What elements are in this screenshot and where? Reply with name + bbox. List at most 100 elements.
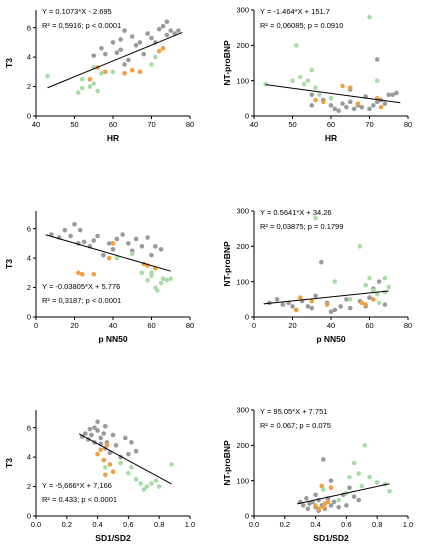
regression-stats: R² = 0,06085; p = 0.0910 xyxy=(260,21,343,30)
x-tick-label: 40 xyxy=(250,120,258,129)
data-point xyxy=(359,483,365,489)
data-point xyxy=(313,97,318,103)
data-point xyxy=(168,276,174,282)
data-point xyxy=(133,448,139,454)
x-tick-label: 50 xyxy=(288,120,296,129)
data-point xyxy=(114,50,120,55)
x-tick-label: 80 xyxy=(404,120,412,129)
data-point xyxy=(319,483,325,489)
data-point xyxy=(87,76,93,82)
regression-line xyxy=(263,290,389,305)
data-point xyxy=(386,92,392,98)
data-point xyxy=(347,85,353,91)
data-point xyxy=(145,31,150,36)
data-point xyxy=(122,71,127,76)
data-point xyxy=(95,419,100,425)
y-axis-label: T3 xyxy=(4,259,14,269)
x-tick-label: 40 xyxy=(327,321,335,330)
data-point xyxy=(280,302,286,307)
data-point xyxy=(359,300,365,306)
regression-line xyxy=(47,31,183,89)
data-point xyxy=(98,435,103,441)
regression-equation: Y = -0.03805*X + 5.776 xyxy=(42,282,120,291)
data-point xyxy=(336,504,342,510)
data-point xyxy=(110,69,116,75)
regression-equation: Y = -1.464*X + 151.7 xyxy=(260,7,330,16)
y-axis-label: NT-proBNP xyxy=(222,40,232,86)
regression-line xyxy=(297,483,390,505)
data-point xyxy=(376,279,382,284)
data-point xyxy=(356,471,362,476)
x-tick-label: 0.0 xyxy=(31,520,41,529)
y-tick-label: 100 xyxy=(236,76,249,85)
data-point xyxy=(110,432,116,438)
data-point xyxy=(371,297,376,302)
data-point xyxy=(103,69,108,75)
data-point xyxy=(106,241,112,246)
data-point xyxy=(367,14,372,20)
chart-panel-1: 40 50 60 70 80 0 2 4 6 HR T3 Y = 0.1073*X - 2.695 R²… xyxy=(4,7,194,143)
x-tick-label: 40 xyxy=(109,321,117,330)
data-point xyxy=(99,45,104,51)
data-point xyxy=(133,236,139,242)
data-point xyxy=(305,304,311,309)
data-point xyxy=(118,460,123,466)
y-tick-label: 6 xyxy=(27,224,31,233)
data-point xyxy=(129,68,135,73)
x-tick-label: 1.0 xyxy=(403,520,413,529)
data-point xyxy=(99,71,104,76)
y-tick-label: 2 xyxy=(27,283,31,292)
data-point xyxy=(378,104,384,110)
data-point xyxy=(137,40,143,45)
data-point xyxy=(149,481,154,486)
data-point xyxy=(101,252,106,258)
data-point xyxy=(321,457,326,462)
chart-panel-2: 40 50 60 70 80 0 100 200 300 HR NT-proBNP Y = -1.46… xyxy=(222,6,412,143)
data-point xyxy=(347,305,353,311)
data-point xyxy=(304,496,309,501)
chart-panel-5: 0.0 0.2 0.4 0.6 0.8 1.0 0 2 4 6 SD1/SD2 T3 Y = -5,66… xyxy=(4,410,195,543)
data-point xyxy=(154,288,160,293)
data-point xyxy=(158,280,164,286)
data-point xyxy=(309,305,315,311)
data-point xyxy=(145,235,150,240)
data-point xyxy=(309,67,315,73)
data-point xyxy=(76,90,81,95)
data-point xyxy=(118,37,123,42)
data-point xyxy=(164,32,170,38)
regression-line xyxy=(265,84,401,104)
data-point xyxy=(328,503,334,508)
regression-stats: R² = 0,03875; p = 0.1799 xyxy=(260,222,343,231)
y-axis-label: NT-proBNP xyxy=(222,241,232,287)
data-point xyxy=(145,277,150,283)
data-point xyxy=(92,425,97,430)
chart-panel-3: 0 20 40 60 80 0 2 4 6 p NN50 T3 Y = -0.03805*X + 5.… xyxy=(4,211,194,344)
data-point xyxy=(347,99,353,105)
y-tick-label: 100 xyxy=(236,277,249,286)
data-point xyxy=(95,428,100,433)
data-point xyxy=(139,244,145,249)
data-point xyxy=(91,272,97,277)
data-point xyxy=(321,99,326,105)
data-point xyxy=(328,478,334,483)
x-tick-label: 20 xyxy=(288,321,296,330)
data-point xyxy=(126,57,131,63)
data-point xyxy=(297,295,303,300)
x-tick-label: 60 xyxy=(109,120,117,129)
data-point xyxy=(110,40,116,45)
regression-equation: Y = 0.5641*X + 34.26 xyxy=(260,208,332,217)
y-tick-label: 4 xyxy=(27,254,31,263)
x-axis-label: p NN50 xyxy=(98,334,128,344)
data-point xyxy=(376,300,382,306)
x-tick-label: 60 xyxy=(327,120,335,129)
data-point xyxy=(325,499,331,505)
data-point xyxy=(87,84,93,89)
data-point xyxy=(387,488,392,494)
regression-line xyxy=(45,234,171,272)
data-point xyxy=(309,298,315,304)
data-point xyxy=(95,88,100,94)
x-tick-label: 80 xyxy=(186,321,194,330)
data-point xyxy=(139,270,145,276)
data-point xyxy=(156,48,162,54)
data-point xyxy=(328,485,334,491)
